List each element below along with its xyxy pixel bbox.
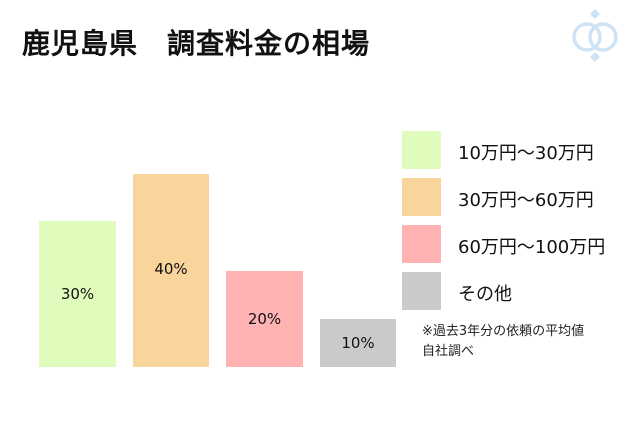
bar-value-label: 20%: [247, 310, 282, 328]
legend-swatch-60-100man: [402, 225, 441, 263]
legend-swatch-30-60man: [402, 178, 441, 216]
legend-swatch-10-30man: [402, 131, 441, 169]
footnote: ※過去3年分の依頼の平均値 自社調べ: [422, 322, 584, 362]
bar-value-label: 30%: [60, 285, 95, 303]
bar-value-label: 40%: [154, 260, 188, 278]
footnote-line: ※過去3年分の依頼の平均値: [422, 324, 585, 339]
legend-label: 30万円～60万円: [458, 190, 594, 211]
bar-60-100man: 20%: [226, 271, 303, 367]
bar-other: 10%: [320, 319, 396, 367]
legend-label: 60万円～100万円: [458, 237, 606, 258]
interlocking-rings-logo-icon: [572, 9, 618, 62]
footnote-line: 自社調べ: [422, 344, 475, 359]
legend-label: 10万円～30万円: [458, 143, 594, 164]
bar-value-label: 10%: [341, 334, 375, 352]
bar-10-30man: 30%: [39, 221, 116, 367]
legend-label: その他: [458, 284, 512, 305]
bar-30-60man: 40%: [133, 174, 209, 367]
page-title: 鹿児島県 調査料金の相場: [22, 27, 371, 60]
legend-swatch-other: [402, 272, 441, 310]
